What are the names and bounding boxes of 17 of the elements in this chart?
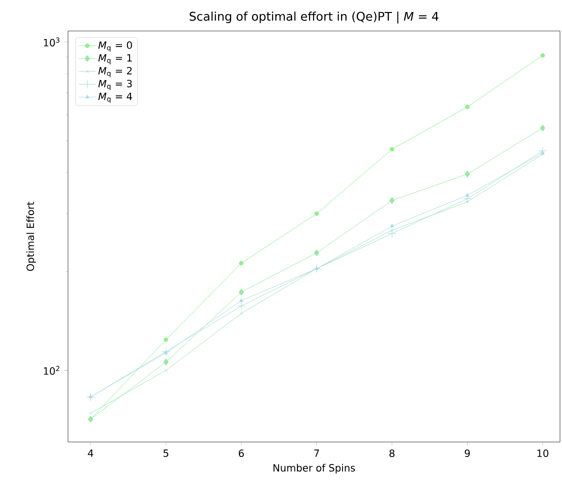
x-tick-label: 7 bbox=[314, 450, 319, 457]
x-tick-label: 8 bbox=[389, 449, 394, 458]
legend-label: M$_{q}$ = 0 bbox=[98, 41, 132, 52]
x-axis-title: Number of Spins bbox=[274, 464, 355, 474]
x-tick-label: 9 bbox=[464, 449, 470, 458]
x-tick-label: 6 bbox=[238, 449, 244, 458]
y-tick-label: 10$^{2}$ bbox=[44, 366, 60, 375]
x-tick-label: 5 bbox=[164, 450, 168, 457]
y-tick-label: 10$^{3}$ bbox=[44, 38, 60, 46]
x-tick-label: 10 bbox=[537, 449, 548, 458]
legend-label: M$_{q}$ = 4 bbox=[98, 92, 132, 103]
legend-label: M$_{q}$ = 1 bbox=[98, 54, 132, 64]
y-axis-title: Optimal Effort bbox=[26, 202, 36, 271]
x-tick-label: 4 bbox=[88, 450, 94, 457]
legend-label: M$_{q}$ = 3 bbox=[98, 80, 132, 90]
legend-label: M$_{q}$ = 2 bbox=[98, 66, 132, 78]
chart-title: Scaling of optimal effort in (Qe)PT | M = 4 bbox=[190, 12, 438, 24]
